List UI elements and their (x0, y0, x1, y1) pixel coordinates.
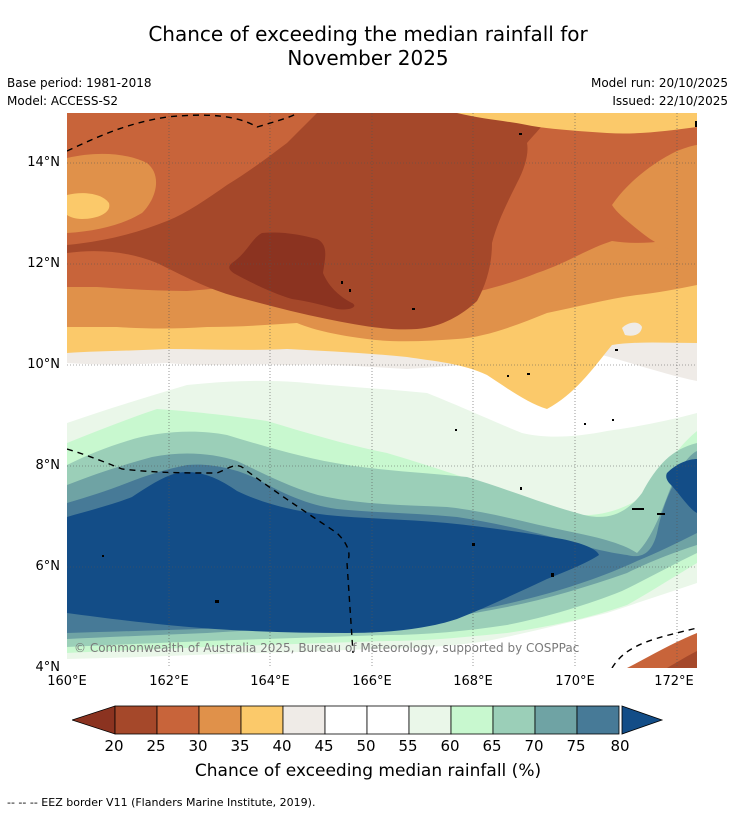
band-dry-corner (627, 633, 697, 668)
title-line-1: Chance of exceeding the median rainfall … (148, 22, 588, 46)
islands (102, 121, 697, 603)
model-name: Model: ACCESS-S2 (7, 94, 119, 108)
legend-tick-55: 55 (398, 737, 418, 755)
lon-label-172e: 172°E (654, 674, 694, 689)
rainfall-map (67, 113, 697, 668)
legend-tick-65: 65 (482, 737, 502, 755)
legend-tick-20: 20 (104, 737, 124, 755)
legend-tick-35: 35 (230, 737, 250, 755)
legend-tick-40: 40 (272, 737, 292, 755)
title-line-2: November 2025 (287, 46, 449, 70)
colorbar-over-triangle (621, 705, 664, 735)
band-35-40-island (67, 193, 110, 219)
model-run: Model run: 20/10/2025 (590, 76, 728, 90)
lat-label-12n: 12°N (27, 256, 60, 271)
colorbar-bin-35-40 (240, 705, 284, 735)
lon-label-160e: 160°E (47, 674, 87, 689)
colorbar-bin-50-55 (366, 705, 410, 735)
band-20-25 (67, 113, 547, 330)
legend-tick-60: 60 (440, 737, 460, 755)
colorbar-bins (114, 705, 620, 735)
legend-tick-70: 70 (524, 737, 544, 755)
graticule (67, 113, 697, 668)
lat-label-10n: 10°N (27, 357, 60, 372)
legend-tick-30: 30 (188, 737, 208, 755)
copyright-notice: © Commonwealth of Australia 2025, Bureau… (74, 641, 580, 655)
colorbar-bin-40-45 (282, 705, 326, 735)
lon-label-166e: 166°E (352, 674, 392, 689)
eez-footnote: -- -- -- EEZ border V11 (Flanders Marine… (7, 796, 316, 809)
map-title: Chance of exceeding the median rainfall … (0, 22, 736, 70)
band-below-20 (229, 232, 355, 310)
lon-label-162e: 162°E (149, 674, 189, 689)
legend-tick-50: 50 (356, 737, 376, 755)
issued-date: Issued: 22/10/2025 (612, 94, 728, 108)
lon-label-168e: 168°E (453, 674, 493, 689)
lon-label-170e: 170°E (555, 674, 595, 689)
band-35-40-top (457, 113, 697, 134)
colorbar-under-triangle (72, 705, 116, 735)
legend-tick-75: 75 (566, 737, 586, 755)
colorbar-bin-75-80 (576, 705, 620, 735)
band-30-35-east (612, 145, 697, 254)
colorbar-bin-60-65 (450, 705, 494, 735)
colorbar-bin-65-70 (492, 705, 536, 735)
band-above-80 (67, 471, 599, 633)
colorbar-bin-70-75 (534, 705, 578, 735)
colorbar-bin-45-50 (324, 705, 368, 735)
colorbar-bin-55-60 (408, 705, 452, 735)
lat-label-14n: 14°N (27, 155, 60, 170)
colorbar-bin-30-35 (198, 705, 242, 735)
base-period: Base period: 1981-2018 (7, 76, 152, 90)
band-dry-corner-inner (667, 651, 697, 668)
meta-left: Base period: 1981-2018 Model: ACCESS-S2 (7, 74, 152, 110)
band-40-45-spot (622, 322, 642, 336)
legend-tick-45: 45 (314, 737, 334, 755)
eez-border (67, 113, 697, 668)
legend-tick-25: 25 (146, 737, 166, 755)
lat-label-8n: 8°N (35, 458, 61, 473)
lat-label-4n: 4°N (35, 660, 61, 675)
colorbar-bin-25-30 (156, 705, 200, 735)
lon-label-164e: 164°E (250, 674, 290, 689)
colorbar-bin-20-25 (114, 705, 158, 735)
colorbar-label: Chance of exceeding median rainfall (%) (194, 761, 542, 781)
meta-right: Model run: 20/10/2025 Issued: 22/10/2025 (591, 74, 728, 110)
legend-tick-80: 80 (610, 737, 630, 755)
lat-label-6n: 6°N (35, 559, 61, 574)
band-above-80-east (666, 459, 697, 513)
colorbar (72, 705, 664, 735)
